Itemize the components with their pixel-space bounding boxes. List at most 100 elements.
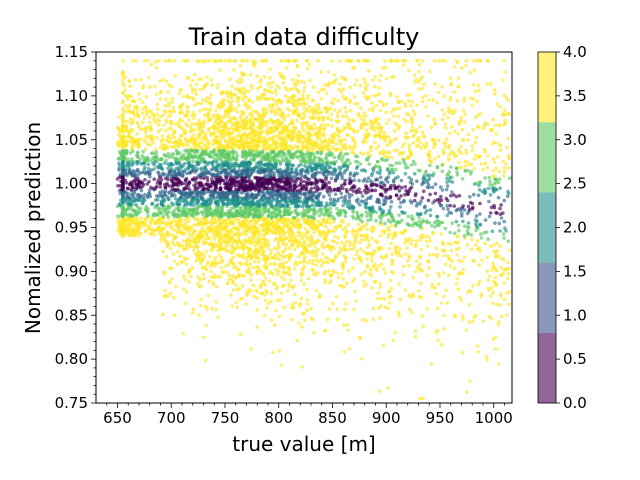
- data-point: [209, 219, 214, 223]
- data-point: [207, 279, 211, 284]
- data-point: [204, 206, 209, 211]
- data-point: [211, 243, 216, 247]
- data-point: [281, 262, 286, 266]
- data-point: [444, 137, 449, 141]
- data-point: [374, 120, 379, 124]
- data-point: [168, 291, 173, 296]
- data-point: [292, 152, 297, 156]
- data-point: [194, 212, 198, 216]
- data-point: [209, 275, 214, 279]
- data-point: [424, 144, 429, 149]
- data-point: [323, 328, 328, 333]
- data-point: [229, 95, 233, 100]
- data-point: [260, 155, 264, 159]
- data-point: [143, 140, 148, 144]
- data-point: [235, 243, 240, 248]
- data-point: [187, 209, 191, 213]
- data-point: [256, 265, 261, 270]
- data-point: [204, 249, 209, 254]
- data-point: [217, 139, 222, 144]
- data-point: [359, 356, 364, 361]
- data-point: [237, 253, 242, 258]
- data-point: [459, 298, 464, 303]
- data-point: [203, 214, 208, 219]
- data-point: [230, 151, 234, 155]
- data-point: [425, 114, 430, 118]
- data-point: [203, 358, 208, 363]
- data-point: [479, 236, 484, 240]
- data-point: [399, 254, 404, 258]
- data-point: [468, 172, 473, 176]
- data-point: [322, 245, 326, 250]
- data-point: [197, 313, 201, 317]
- data-point: [207, 141, 211, 145]
- data-point: [431, 231, 435, 236]
- data-point: [258, 268, 263, 273]
- data-point: [271, 80, 276, 85]
- data-point: [372, 280, 377, 284]
- data-point: [319, 264, 324, 268]
- data-point: [209, 78, 213, 82]
- data-point: [151, 141, 155, 145]
- data-point: [184, 138, 188, 142]
- data-point: [464, 151, 469, 155]
- data-point: [414, 221, 419, 226]
- data-point: [320, 252, 325, 256]
- data-point: [380, 100, 385, 105]
- data-point: [297, 233, 302, 238]
- data-point: [198, 277, 202, 282]
- data-point: [455, 276, 459, 281]
- data-point: [405, 246, 410, 250]
- data-point: [428, 208, 433, 212]
- data-point: [125, 97, 130, 101]
- data-point: [277, 314, 282, 319]
- data-point: [496, 319, 501, 324]
- data-point: [137, 224, 142, 229]
- data-point: [395, 148, 399, 153]
- data-point: [121, 223, 125, 227]
- data-point: [299, 231, 304, 235]
- data-point: [294, 225, 299, 230]
- data-point: [409, 295, 413, 299]
- data-point: [121, 59, 125, 63]
- data-point: [498, 148, 503, 152]
- data-point: [311, 318, 315, 322]
- data-point: [254, 209, 258, 213]
- data-point: [363, 80, 367, 85]
- data-point: [374, 218, 378, 223]
- data-point: [336, 275, 341, 280]
- data-point: [263, 313, 267, 318]
- data-point: [198, 109, 202, 114]
- data-point: [144, 135, 148, 139]
- data-point: [345, 323, 350, 327]
- data-point: [214, 307, 218, 312]
- data-point: [125, 119, 130, 124]
- data-point: [163, 103, 168, 108]
- data-point: [263, 276, 268, 280]
- data-point: [338, 208, 343, 213]
- data-point: [397, 313, 402, 318]
- data-point: [233, 232, 238, 237]
- data-point: [328, 107, 333, 111]
- data-point: [141, 149, 145, 154]
- data-point: [228, 209, 233, 214]
- data-point: [329, 100, 334, 104]
- data-point: [269, 291, 274, 296]
- data-point: [199, 297, 203, 302]
- data-point: [386, 134, 391, 139]
- data-point: [502, 268, 506, 272]
- data-point: [197, 118, 201, 123]
- data-point: [153, 84, 157, 88]
- data-point: [367, 272, 372, 276]
- data-point: [263, 228, 268, 233]
- data-point: [127, 109, 132, 114]
- data-point: [230, 99, 235, 103]
- data-point: [196, 240, 200, 244]
- data-point: [306, 214, 310, 219]
- data-point: [456, 287, 460, 292]
- data-point: [314, 142, 318, 146]
- data-point: [156, 219, 161, 224]
- data-point: [428, 253, 432, 257]
- data-point: [170, 100, 175, 104]
- data-point: [371, 105, 375, 110]
